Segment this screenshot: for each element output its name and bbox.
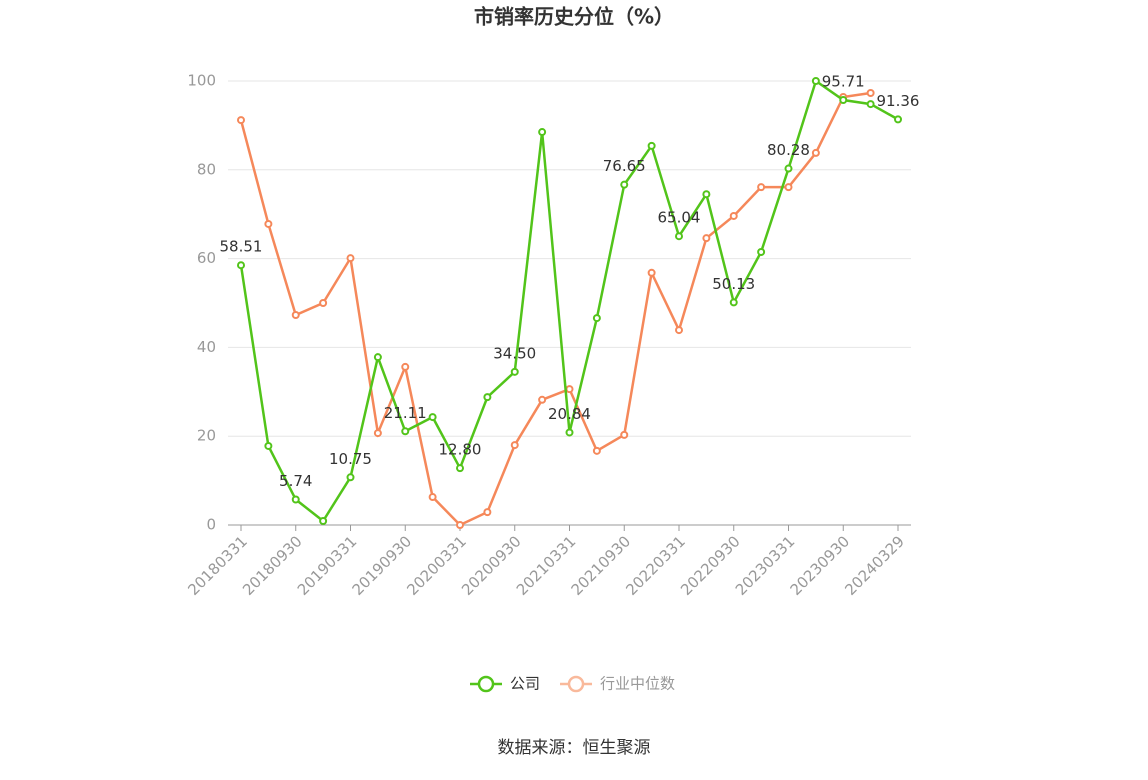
point <box>237 116 245 125</box>
data-label: 91.36 <box>877 92 920 110</box>
data-label: 50.13 <box>712 275 755 293</box>
point <box>264 219 273 228</box>
y-tick-label: 0 <box>206 516 216 534</box>
point <box>428 493 437 502</box>
point <box>894 115 902 124</box>
data-label: 5.74 <box>279 472 312 490</box>
legend-label[interactable]: 公司 <box>510 675 540 693</box>
data-label: 76.65 <box>603 157 646 175</box>
point <box>702 234 711 243</box>
point <box>675 326 683 335</box>
point <box>866 100 875 109</box>
x-tick-label: 20240329 <box>841 532 908 599</box>
point <box>401 362 410 371</box>
point <box>373 429 382 438</box>
chart-title: 市销率历史分位（%） <box>474 5 674 29</box>
point <box>757 183 766 192</box>
point <box>620 430 629 439</box>
data-label: 21.11 <box>384 404 427 422</box>
source: 数据来源：恒生聚源 <box>498 738 651 758</box>
data-label: 34.50 <box>493 344 536 362</box>
data-label: 95.71 <box>822 73 865 91</box>
point <box>866 88 875 97</box>
point <box>729 211 738 220</box>
point <box>510 441 519 450</box>
point <box>729 298 738 307</box>
y-tick-label: 20 <box>197 427 216 445</box>
data-label: 65.04 <box>658 209 701 227</box>
point <box>346 473 355 482</box>
point <box>291 495 300 504</box>
point <box>647 141 656 150</box>
point <box>565 385 574 394</box>
y-tick-label: 60 <box>197 249 216 267</box>
point <box>757 247 766 256</box>
point <box>620 180 629 189</box>
data-label: 20.84 <box>548 405 591 423</box>
point <box>839 96 848 105</box>
point <box>291 310 300 319</box>
point <box>428 413 437 422</box>
point <box>401 427 410 436</box>
point <box>319 517 328 526</box>
data-label: 80.28 <box>767 141 810 159</box>
point <box>565 428 574 437</box>
point <box>592 314 601 323</box>
y-tick-label: 100 <box>187 72 216 90</box>
point <box>483 393 492 402</box>
data-label: 10.75 <box>329 450 372 468</box>
y-tick-label: 80 <box>197 160 216 178</box>
legend-marker <box>567 675 585 693</box>
series-line <box>239 91 871 527</box>
point <box>811 148 820 157</box>
point <box>592 446 601 455</box>
point <box>237 261 245 270</box>
point <box>675 232 683 241</box>
point <box>456 464 464 473</box>
point <box>483 508 492 517</box>
point <box>538 395 547 404</box>
legend-marker <box>477 675 495 693</box>
point <box>784 183 793 192</box>
data-label: 58.51 <box>220 238 263 256</box>
data-label: 12.80 <box>439 441 482 459</box>
point <box>811 77 820 85</box>
point <box>647 268 656 277</box>
point <box>702 190 711 199</box>
legend-label[interactable]: 行业中位数 <box>600 675 675 693</box>
point <box>346 254 355 263</box>
point <box>264 441 273 450</box>
point <box>784 164 793 173</box>
point <box>538 128 547 137</box>
y-tick-label: 40 <box>197 338 216 356</box>
point <box>373 353 382 362</box>
point <box>456 521 464 529</box>
point <box>319 299 328 307</box>
point <box>510 367 519 376</box>
